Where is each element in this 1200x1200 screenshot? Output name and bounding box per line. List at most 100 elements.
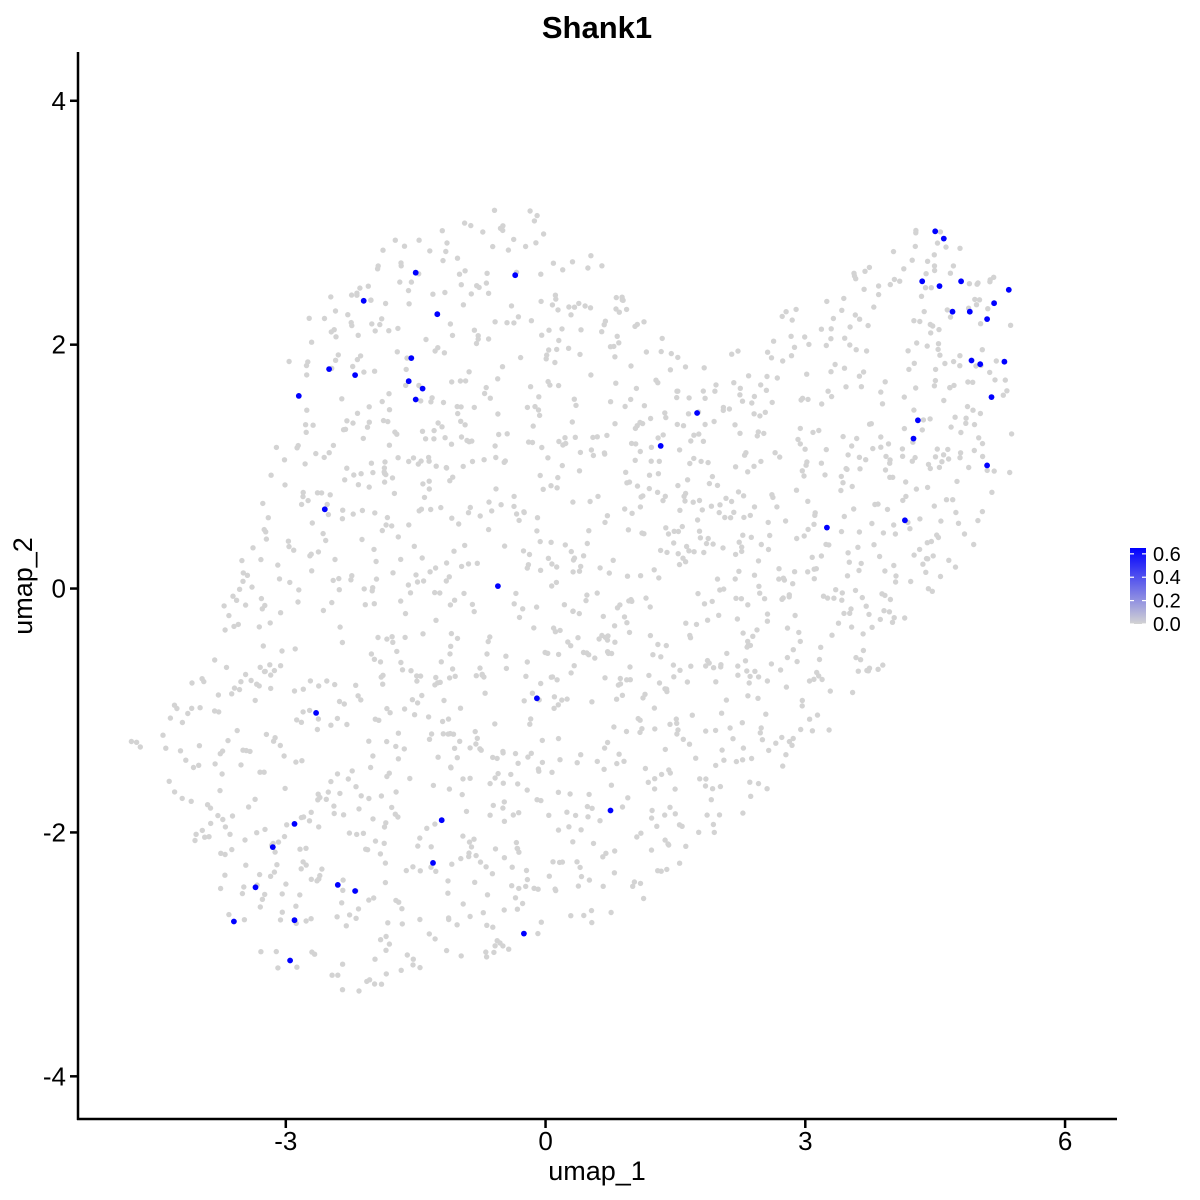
cell-point: [534, 797, 540, 803]
cell-point: [865, 668, 872, 674]
cell-point: [640, 895, 647, 902]
cell-point: [523, 673, 529, 679]
cell-point: [631, 879, 638, 885]
cell-point: [697, 535, 704, 541]
cell-point: [622, 506, 628, 512]
cell-point: [281, 457, 288, 463]
cell-point: [499, 364, 506, 370]
cell-point: [432, 589, 438, 596]
cell-point: [550, 625, 557, 631]
cell-point: [934, 240, 941, 246]
cell-point: [623, 306, 630, 313]
cell-point: [991, 468, 997, 474]
cell-point: [647, 415, 654, 422]
cell-point: [365, 283, 371, 289]
cell-point: [329, 599, 335, 606]
cell-point: [625, 527, 632, 533]
cell-point: [750, 633, 756, 639]
cell-point: [616, 751, 622, 757]
cell-point: [696, 431, 702, 437]
cell-point: [456, 521, 462, 527]
cell-point: [331, 327, 337, 333]
cell-point: [344, 418, 350, 424]
cell-point: [891, 562, 897, 569]
expressing-cell-point: [1005, 286, 1012, 293]
cell-point: [869, 624, 875, 630]
cell-point: [350, 420, 356, 426]
cell-point: [443, 947, 450, 954]
cell-point: [240, 578, 246, 584]
cell-point: [930, 553, 936, 559]
cell-point: [371, 981, 378, 987]
cell-point: [305, 497, 311, 504]
cell-point: [407, 590, 414, 596]
cell-point: [832, 361, 838, 368]
cell-point: [799, 697, 805, 704]
cell-point: [528, 716, 534, 722]
cell-point: [880, 662, 886, 668]
cell-point: [482, 690, 488, 696]
y-axis-title: umap_2: [8, 537, 38, 635]
cell-point: [747, 779, 753, 785]
cell-point: [225, 737, 231, 744]
cell-point: [492, 846, 499, 852]
cell-point: [677, 667, 683, 673]
cell-point: [257, 904, 263, 910]
cell-point: [514, 906, 521, 912]
cell-point: [494, 755, 500, 762]
expressing-cell-point: [291, 917, 298, 924]
cell-point: [560, 442, 566, 448]
color-legend: 0.00.20.40.6: [1130, 544, 1181, 636]
cell-point: [889, 619, 896, 625]
cell-point: [490, 924, 496, 930]
cell-point: [941, 397, 947, 404]
cell-point: [809, 728, 816, 734]
cell-point: [709, 598, 715, 605]
cell-point: [386, 391, 392, 397]
cell-point: [701, 365, 707, 371]
cell-point: [663, 686, 670, 692]
cell-point: [588, 907, 595, 914]
cell-point: [551, 694, 558, 700]
cell-point: [410, 956, 416, 962]
cell-point: [699, 507, 705, 513]
cell-point: [447, 321, 454, 327]
cell-point: [574, 760, 580, 766]
cell-point: [448, 630, 455, 637]
cell-point: [403, 867, 409, 874]
cell-point: [239, 557, 245, 564]
cell-point: [491, 207, 498, 213]
cell-point: [740, 630, 746, 636]
cell-point: [952, 414, 958, 420]
cell-point: [385, 920, 391, 926]
cell-point: [840, 433, 846, 440]
cell-point: [263, 536, 270, 542]
cell-point: [445, 890, 451, 896]
cell-point: [764, 618, 771, 624]
cell-point: [651, 705, 658, 711]
cell-point: [584, 650, 590, 656]
cell-point: [395, 756, 402, 762]
cell-point: [536, 412, 543, 419]
cell-point: [794, 658, 800, 665]
cell-point: [297, 846, 303, 852]
cell-point: [717, 783, 724, 790]
cell-point: [938, 518, 944, 524]
cell-point: [443, 464, 449, 471]
cell-point: [330, 577, 336, 584]
cell-point: [489, 508, 495, 514]
cell-point: [562, 542, 568, 548]
cell-point: [458, 404, 464, 410]
cell-point: [133, 739, 140, 745]
cell-point: [624, 573, 631, 579]
cell-point: [215, 692, 222, 698]
cell-point: [487, 395, 493, 401]
cell-point: [589, 699, 595, 705]
cell-point: [693, 755, 699, 761]
cell-point: [380, 247, 386, 253]
cell-point: [742, 658, 749, 664]
cell-point: [783, 684, 790, 690]
cell-point: [511, 601, 517, 607]
x-tick-label: 3: [798, 1126, 812, 1156]
cell-point: [856, 567, 862, 574]
